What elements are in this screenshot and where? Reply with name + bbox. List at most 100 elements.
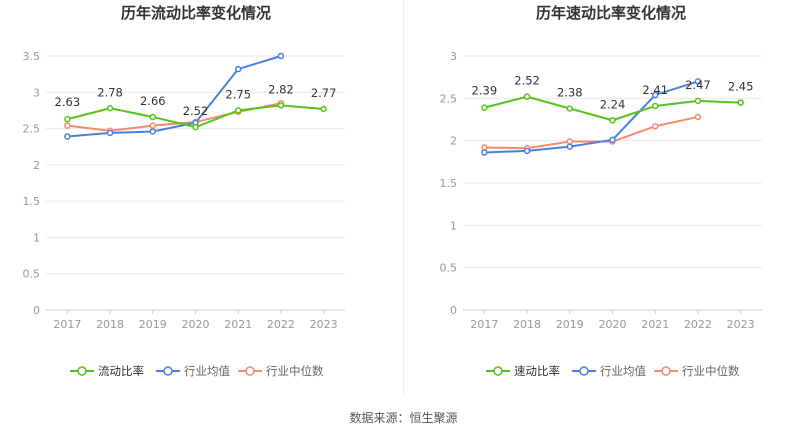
legend-label: 行业中位数: [682, 364, 740, 378]
data-label: 2.75: [225, 87, 251, 101]
x-tick-label: 2018: [513, 318, 541, 331]
data-point: [481, 104, 488, 111]
x-tick-label: 2020: [599, 318, 627, 331]
legend-label: 速动比率: [514, 364, 560, 378]
legend-item: 行业中位数: [654, 364, 740, 378]
y-tick-label: 2: [450, 135, 457, 148]
data-point: [149, 122, 157, 129]
x-tick-label: 2019: [556, 318, 584, 331]
panel-divider: [403, 0, 404, 395]
legend-label: 行业均值: [600, 364, 646, 378]
data-point: [651, 123, 659, 130]
x-tick-label: 2017: [470, 318, 498, 331]
legend-swatch-marker: [163, 366, 173, 376]
data-point: [481, 149, 488, 156]
data-point: [234, 65, 242, 73]
data-label: 2.52: [183, 104, 209, 118]
data-point: [320, 105, 327, 113]
legend-item: 行业均值: [156, 364, 230, 378]
data-point: [694, 97, 702, 105]
data-point: [149, 128, 157, 135]
data-point: [64, 133, 71, 140]
data-point: [566, 105, 574, 112]
y-tick-label: 0.5: [440, 262, 458, 275]
x-tick-label: 2019: [139, 318, 167, 331]
data-label: 2.38: [557, 85, 583, 99]
legend-swatch-marker: [77, 366, 87, 376]
x-tick-label: 2020: [182, 318, 210, 331]
data-point: [277, 102, 285, 109]
quick-ratio-chart: 历年速动比率变化情况 0 0.5 1 1.5 2 2.5 3 2017 2018 2019 2020 2…: [440, 4, 762, 378]
legend-swatch-marker: [493, 366, 503, 376]
y-tick-label: 1: [450, 219, 457, 232]
x-tick-label: 2023: [727, 318, 755, 331]
x-tick-label: 2017: [53, 318, 81, 331]
series-line-industry-median: [484, 115, 699, 150]
x-tick-label: 2018: [96, 318, 124, 331]
data-label: 2.24: [600, 97, 626, 111]
y-tick-label: 3: [33, 86, 40, 99]
series-line-industry-mean: [67, 55, 282, 138]
data-label: 2.63: [55, 95, 81, 109]
data-point: [651, 91, 659, 99]
legend-item: 行业中位数: [238, 364, 324, 378]
current-ratio-chart-panel: 历年流动比率变化情况 0 0.5 1 1.5 2 2.5 3 3.5 2017 2018 2019 20…: [0, 0, 403, 400]
data-point: [234, 107, 242, 114]
legend-swatch-marker: [579, 366, 589, 376]
data-label: 2.78: [97, 85, 123, 99]
data-point: [609, 117, 616, 124]
x-tick-label: 2021: [224, 318, 252, 331]
legend-swatch-marker: [245, 366, 255, 376]
data-point: [106, 129, 114, 137]
data-label: 2.82: [268, 82, 294, 96]
data-label: 2.52: [514, 74, 540, 88]
x-tick-label: 2022: [684, 318, 712, 331]
data-point: [481, 144, 488, 151]
data-point: [566, 138, 574, 145]
legend-item: 流动比率: [70, 364, 144, 378]
legend-label: 流动比率: [98, 364, 144, 378]
y-tick-label: 1: [33, 231, 40, 244]
y-tick-label: 2.5: [440, 92, 458, 105]
data-point: [277, 52, 285, 60]
x-tick-label: 2022: [267, 318, 295, 331]
legend-swatch-marker: [661, 366, 671, 376]
y-tick-label: 0: [450, 304, 457, 317]
y-tick-label: 0.5: [23, 268, 41, 281]
legend-label: 行业均值: [184, 364, 230, 378]
data-point: [106, 105, 114, 112]
chart-title: 历年速动比率变化情况: [536, 4, 686, 22]
data-label: 2.41: [642, 83, 668, 97]
data-source-note: 数据来源：恒生聚源: [349, 411, 458, 425]
data-label: 2.39: [472, 84, 498, 98]
y-tick-label: 2.5: [23, 123, 41, 136]
series-line-industry-mean: [484, 80, 699, 154]
x-tick-label: 2021: [641, 318, 669, 331]
data-label: 2.66: [140, 94, 166, 108]
data-point: [523, 147, 531, 155]
legend-label: 行业中位数: [266, 364, 324, 378]
data-point: [651, 102, 659, 110]
y-tick-label: 2: [33, 159, 40, 172]
y-tick-label: 3.5: [23, 50, 41, 63]
data-point: [64, 115, 71, 123]
data-point: [566, 143, 574, 150]
data-point: [64, 122, 71, 129]
current-ratio-chart: 历年流动比率变化情况 0 0.5 1 1.5 2 2.5 3 3.5 2017 2018 2019 20…: [23, 4, 345, 378]
y-tick-label: 0: [33, 304, 40, 317]
data-point: [609, 136, 616, 144]
data-label: 2.77: [311, 86, 337, 100]
data-label: 2.47: [685, 78, 711, 92]
data-point: [149, 113, 157, 121]
data-point: [694, 113, 702, 121]
data-point: [694, 78, 702, 85]
chart-title: 历年流动比率变化情况: [121, 4, 271, 22]
y-tick-label: 1.5: [440, 177, 458, 190]
data-label: 2.45: [728, 80, 754, 94]
legend-item: 行业均值: [572, 364, 646, 378]
legend-item: 速动比率: [486, 364, 560, 378]
y-tick-label: 1.5: [23, 195, 41, 208]
data-point: [523, 93, 531, 100]
data-point: [192, 123, 199, 131]
y-tick-label: 3: [450, 50, 457, 63]
